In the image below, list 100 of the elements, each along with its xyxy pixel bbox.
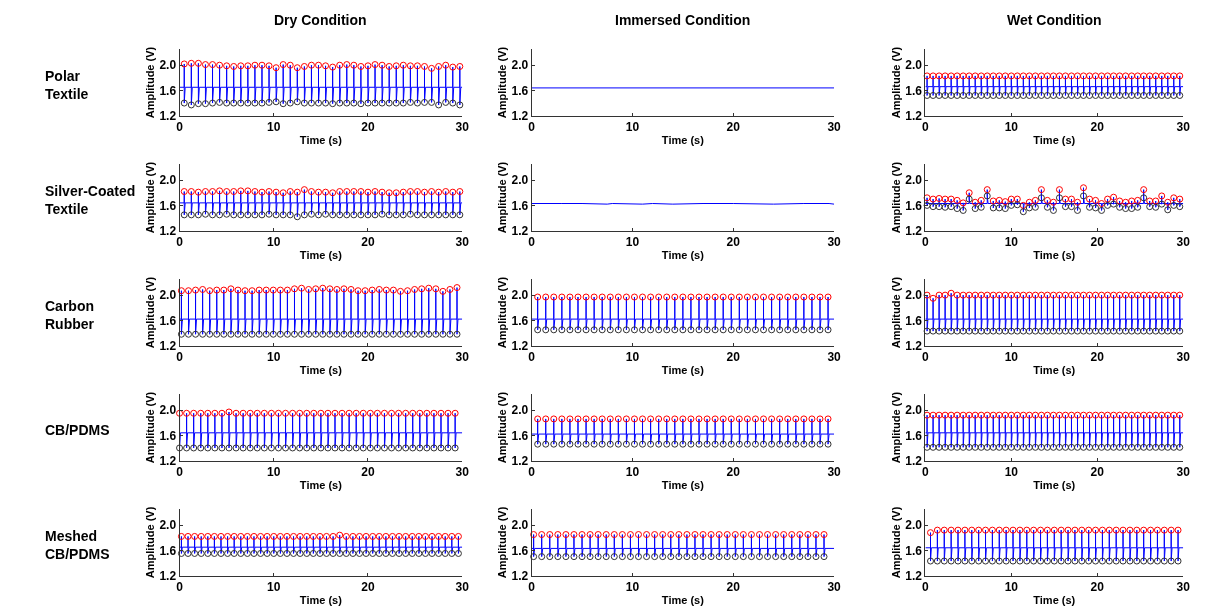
point <box>380 409 388 417</box>
y-axis-title: Amplitude (V) <box>144 391 157 464</box>
point <box>1147 526 1155 534</box>
point <box>406 188 414 196</box>
point <box>1002 526 1010 534</box>
point <box>953 291 961 299</box>
point <box>350 211 358 219</box>
point <box>216 98 224 106</box>
x-tick-label: 20 <box>361 350 375 364</box>
point <box>439 330 447 338</box>
point <box>283 549 291 557</box>
point <box>947 195 955 203</box>
point <box>290 330 298 338</box>
point <box>1061 291 1069 299</box>
point <box>1037 194 1045 202</box>
x-tick-label: 30 <box>827 579 842 594</box>
point <box>1164 206 1172 214</box>
point <box>953 327 961 335</box>
point <box>177 549 185 557</box>
y-tick-label: 2.0 <box>511 518 529 533</box>
point <box>223 99 231 107</box>
point <box>428 64 436 72</box>
point <box>388 409 396 417</box>
point <box>293 188 301 196</box>
point <box>395 532 403 540</box>
point <box>276 286 284 294</box>
point <box>201 210 209 218</box>
point <box>1105 526 1113 534</box>
chart-title: Wet Condition <box>1007 12 1102 28</box>
x-tick-label: 0 <box>176 120 184 135</box>
x-axis-title: Time (s) <box>1033 364 1076 377</box>
point <box>385 211 393 219</box>
point <box>1064 557 1072 565</box>
point <box>1030 526 1038 534</box>
point <box>449 188 457 196</box>
point <box>971 327 979 335</box>
x-axis-title: Time (s) <box>299 594 343 607</box>
point <box>923 327 931 335</box>
point <box>1073 291 1081 299</box>
point <box>1140 194 1148 202</box>
point <box>444 444 452 452</box>
point <box>1009 557 1017 565</box>
point <box>265 98 273 106</box>
point <box>940 526 948 534</box>
point <box>418 330 426 338</box>
point <box>366 444 374 452</box>
point <box>371 61 379 69</box>
point <box>959 206 967 214</box>
point <box>265 210 273 218</box>
point <box>1140 526 1148 534</box>
point <box>1037 557 1045 565</box>
point <box>211 409 219 417</box>
point <box>262 330 270 338</box>
point <box>954 557 962 565</box>
point <box>1133 526 1141 534</box>
point <box>929 203 937 211</box>
point <box>1104 201 1112 209</box>
point <box>428 211 436 219</box>
y-axis-title: Amplitude (V) <box>144 506 157 579</box>
point <box>395 549 403 557</box>
point <box>276 330 284 338</box>
point <box>428 188 436 196</box>
y-tick-label: 2.0 <box>905 58 923 73</box>
point <box>269 286 277 294</box>
x-tick-label: 0 <box>528 579 536 594</box>
point <box>1025 291 1033 299</box>
point <box>428 532 436 540</box>
point <box>201 100 209 108</box>
point <box>336 188 344 196</box>
y-axis-title: Amplitude (V) <box>496 506 509 579</box>
point <box>342 532 350 540</box>
point <box>317 444 325 452</box>
point <box>1067 327 1075 335</box>
point <box>448 532 456 540</box>
point <box>1110 193 1118 201</box>
point <box>315 99 323 107</box>
point <box>456 62 464 70</box>
x-tick-label: 10 <box>267 579 281 594</box>
point <box>187 101 195 109</box>
point <box>1133 557 1141 565</box>
point <box>432 330 440 338</box>
point <box>253 444 261 452</box>
point <box>177 287 185 295</box>
point <box>310 444 318 452</box>
point <box>413 99 421 107</box>
y-tick-label: 1.6 <box>511 83 529 98</box>
point <box>406 62 414 70</box>
point <box>1019 208 1027 216</box>
point <box>1016 557 1024 565</box>
point <box>190 409 198 417</box>
point <box>276 549 284 557</box>
point <box>243 532 251 540</box>
point <box>329 532 337 540</box>
point <box>947 557 955 565</box>
y-tick-label: 1.6 <box>511 543 529 558</box>
point <box>218 444 226 452</box>
x-tick-label: 30 <box>1176 235 1191 250</box>
point <box>959 291 967 299</box>
x-axis-title: Time (s) <box>1033 134 1076 147</box>
point <box>338 409 346 417</box>
